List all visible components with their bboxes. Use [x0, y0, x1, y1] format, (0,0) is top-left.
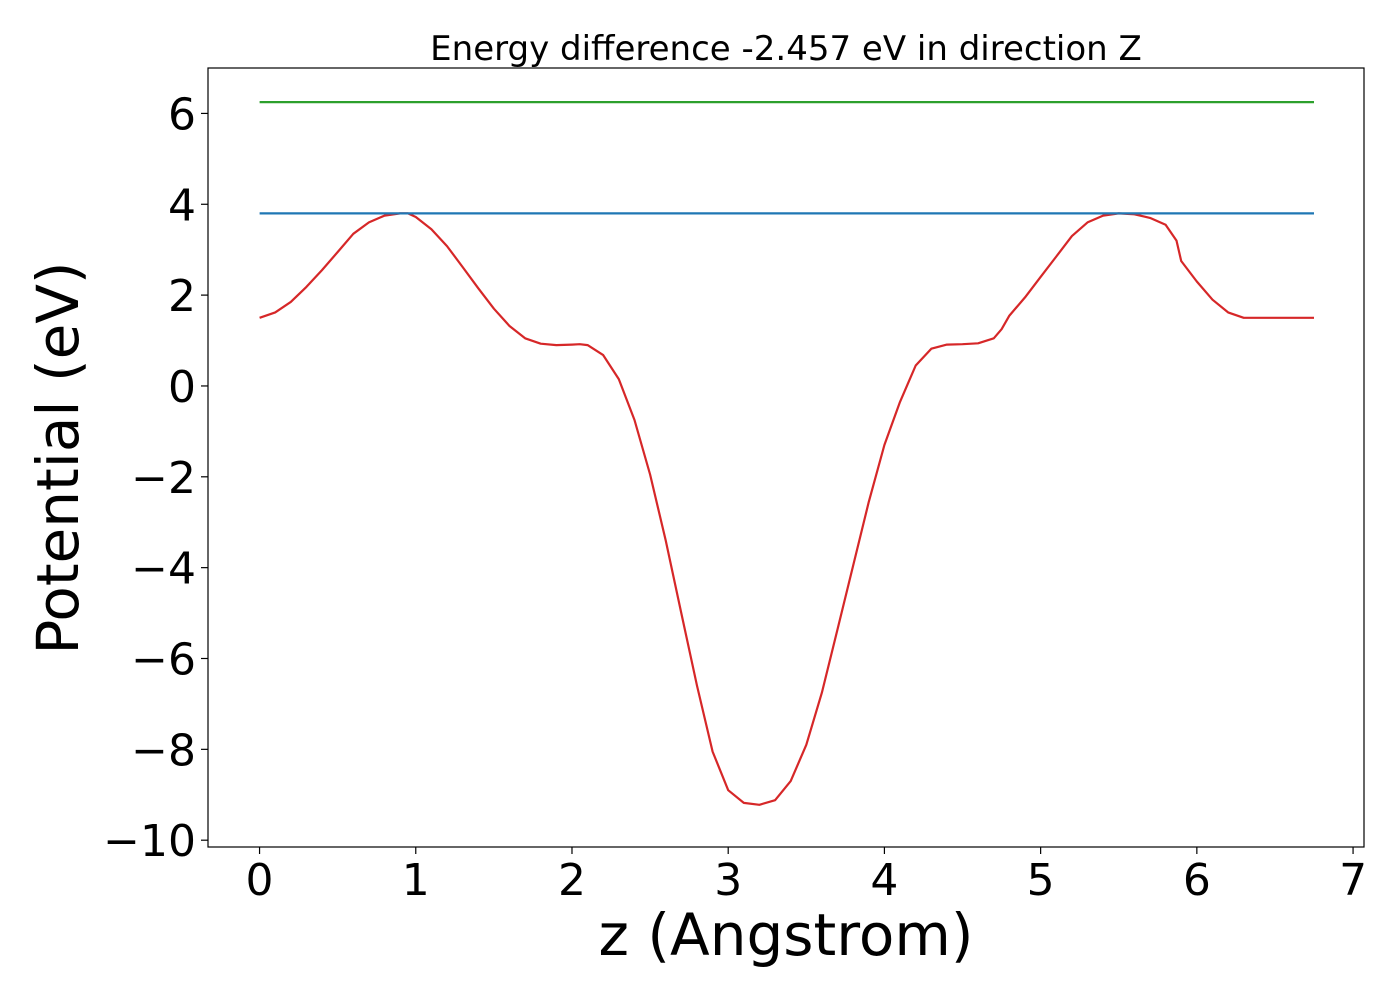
y-tick-label: −4	[131, 544, 196, 595]
x-tick-label: 5	[1027, 855, 1055, 906]
x-tick-label: 4	[870, 855, 898, 906]
x-tick-label: 0	[246, 855, 274, 906]
y-tick-label: 0	[168, 362, 196, 413]
x-tick-layer: 0 1 2 3 4 5 6 7	[246, 847, 1367, 906]
x-tick-label: 2	[558, 855, 586, 906]
y-axis-label: Potential (eV)	[24, 261, 92, 654]
plot-frame	[207, 67, 1365, 848]
x-tick-label: 6	[1183, 855, 1211, 906]
x-tick-label: 1	[402, 855, 430, 906]
y-tick-label: −2	[131, 453, 196, 504]
x-tick-label: 3	[714, 855, 742, 906]
x-tick-label: 7	[1339, 855, 1367, 906]
chart-title: Energy difference -2.457 eV in direction…	[430, 29, 1142, 69]
x-axis-label: z (Angstrom)	[599, 901, 974, 969]
series-line-0	[259, 212, 1314, 806]
series-layer	[259, 100, 1314, 806]
y-tick-label: −10	[103, 816, 196, 867]
y-tick-layer: 6 4 2 0 −2 −4 −6 −8 −10	[103, 89, 208, 867]
y-tick-label: 6	[168, 89, 196, 140]
y-tick-label: −6	[131, 634, 196, 685]
y-tick-label: −8	[131, 725, 196, 776]
y-tick-label: 2	[168, 271, 196, 322]
y-tick-label: 4	[168, 180, 196, 231]
